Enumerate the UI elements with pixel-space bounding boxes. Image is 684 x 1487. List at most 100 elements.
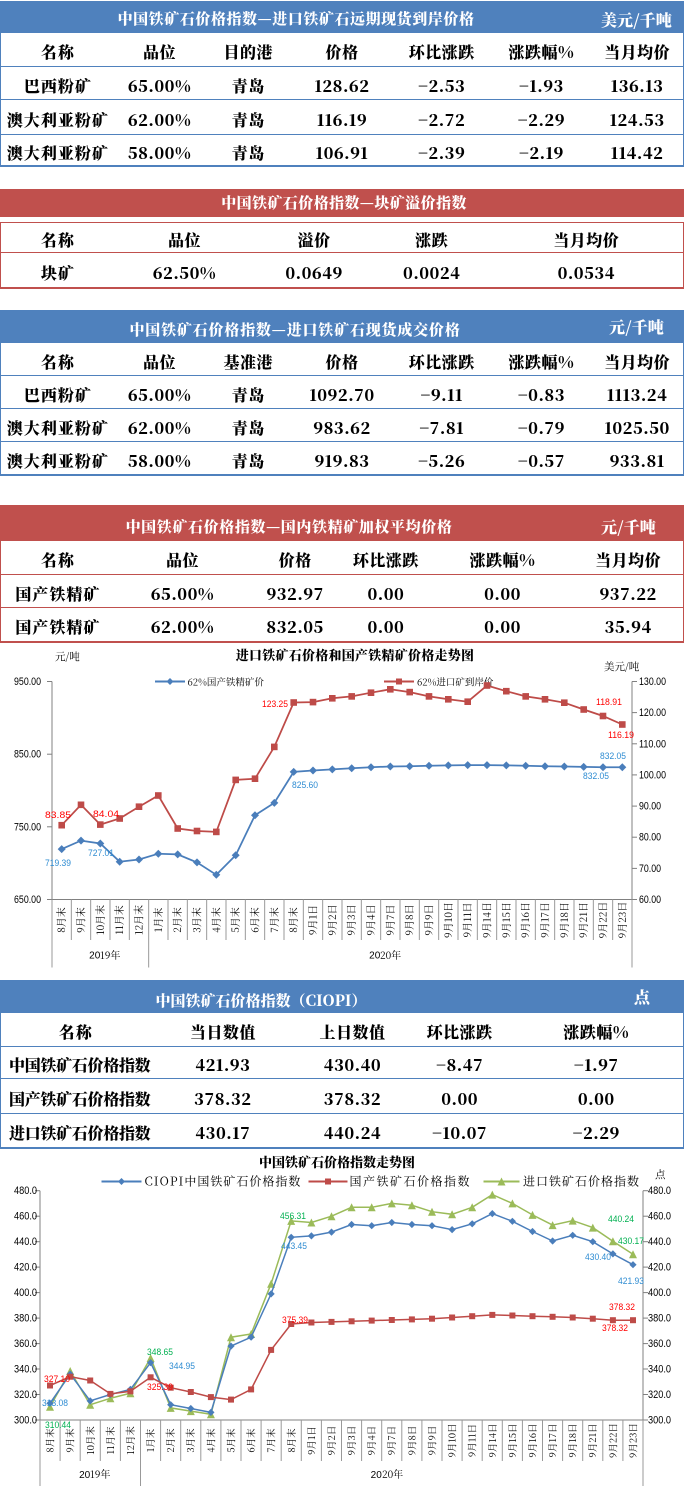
svg-text:2月末: 2月末 xyxy=(163,1428,177,1453)
svg-text:9月23日: 9月23日 xyxy=(614,902,629,939)
svg-text:650.00: 650.00 xyxy=(14,894,41,906)
svg-text:9月17日: 9月17日 xyxy=(537,902,552,938)
svg-text:116.19: 116.19 xyxy=(608,730,634,741)
svg-text:5月末: 5月末 xyxy=(224,1428,238,1453)
svg-text:2月末: 2月末 xyxy=(169,907,184,933)
svg-text:313.08: 313.08 xyxy=(42,1398,68,1409)
svg-text:832.05: 832.05 xyxy=(600,751,626,762)
svg-text:5月末: 5月末 xyxy=(227,907,242,933)
svg-text:9月18日: 9月18日 xyxy=(565,1423,579,1457)
svg-text:20: 20 xyxy=(371,1470,383,1481)
svg-text:118.91: 118.91 xyxy=(596,697,622,708)
svg-text:378.32: 378.32 xyxy=(602,1323,628,1334)
svg-text:420.0: 420.0 xyxy=(648,1262,671,1274)
svg-text:9月8日: 9月8日 xyxy=(401,904,416,935)
svg-text:点: 点 xyxy=(655,1167,666,1182)
svg-text:8月末: 8月末 xyxy=(53,907,68,933)
svg-text:20年: 20年 xyxy=(382,1466,403,1481)
svg-text:120.00: 120.00 xyxy=(639,707,666,719)
svg-text:344.95: 344.95 xyxy=(169,1361,195,1372)
svg-text:378.32: 378.32 xyxy=(609,1302,635,1313)
svg-text:10月末: 10月末 xyxy=(92,905,107,935)
svg-text:8月末: 8月末 xyxy=(284,1428,298,1453)
svg-text:320.0: 320.0 xyxy=(14,1389,37,1401)
svg-text:19年: 19年 xyxy=(100,947,120,962)
svg-text:719.39: 719.39 xyxy=(45,858,71,869)
svg-text:300.0: 300.0 xyxy=(14,1415,37,1427)
svg-text:110.00: 110.00 xyxy=(639,738,666,750)
svg-text:9月14日: 9月14日 xyxy=(485,1423,499,1457)
svg-text:440.0: 440.0 xyxy=(14,1236,37,1248)
svg-text:9月22日: 9月22日 xyxy=(605,1423,619,1458)
svg-text:9月11日: 9月11日 xyxy=(459,902,474,937)
svg-text:9月11日: 9月11日 xyxy=(465,1424,479,1457)
svg-text:9月21日: 9月21日 xyxy=(585,1423,599,1457)
svg-text:90.00: 90.00 xyxy=(639,801,661,813)
svg-text:9月1日: 9月1日 xyxy=(305,905,320,935)
svg-text:9月7日: 9月7日 xyxy=(382,904,397,935)
svg-text:9月9日: 9月9日 xyxy=(421,904,436,935)
svg-text:400.0: 400.0 xyxy=(14,1287,37,1299)
svg-text:400.0: 400.0 xyxy=(648,1287,671,1299)
svg-text:8月末: 8月末 xyxy=(285,907,300,933)
svg-text:480.0: 480.0 xyxy=(648,1185,671,1197)
svg-text:380.0: 380.0 xyxy=(648,1313,671,1325)
svg-text:340.0: 340.0 xyxy=(14,1364,37,1376)
svg-text:20年: 20年 xyxy=(380,947,401,962)
svg-text:9月2日: 9月2日 xyxy=(324,1426,338,1456)
svg-text:320.0: 320.0 xyxy=(648,1389,671,1401)
svg-text:国产铁矿石价格指数: 国产铁矿石价格指数 xyxy=(350,1173,472,1190)
svg-text:327.10: 327.10 xyxy=(44,1374,70,1385)
svg-text:9月21日: 9月21日 xyxy=(575,902,590,938)
svg-text:中国铁矿石价格指数走势图: 中国铁矿石价格指数走势图 xyxy=(259,1152,415,1171)
svg-text:3月末: 3月末 xyxy=(183,1428,197,1453)
svg-text:380.0: 380.0 xyxy=(14,1313,37,1325)
svg-text:60.00: 60.00 xyxy=(639,894,661,906)
svg-text:850.00: 850.00 xyxy=(14,749,41,761)
svg-text:9月3日: 9月3日 xyxy=(344,1426,358,1456)
svg-text:6月末: 6月末 xyxy=(244,1428,258,1453)
svg-text:12月末: 12月末 xyxy=(131,905,146,935)
svg-text:750.00: 750.00 xyxy=(14,821,41,833)
svg-text:70.00: 70.00 xyxy=(639,863,661,875)
svg-text:360.0: 360.0 xyxy=(648,1338,671,1350)
svg-text:10月末: 10月末 xyxy=(83,1426,97,1455)
svg-text:CIOPI中国铁矿石价格指数: CIOPI中国铁矿石价格指数 xyxy=(145,1173,302,1190)
svg-text:9月15日: 9月15日 xyxy=(498,902,513,938)
svg-text:84.04: 84.04 xyxy=(93,809,119,820)
svg-text:430.17: 430.17 xyxy=(618,1236,644,1247)
svg-text:460.0: 460.0 xyxy=(648,1211,671,1223)
svg-text:9月16日: 9月16日 xyxy=(525,1423,539,1457)
svg-text:460.0: 460.0 xyxy=(14,1211,37,1223)
svg-text:430.40: 430.40 xyxy=(585,1252,611,1263)
svg-text:9月末: 9月末 xyxy=(73,907,88,933)
svg-text:9月22日: 9月22日 xyxy=(595,902,610,939)
svg-text:9月7日: 9月7日 xyxy=(384,1426,398,1456)
svg-text:4月末: 4月末 xyxy=(203,1428,217,1453)
svg-text:440.24: 440.24 xyxy=(608,1214,634,1225)
svg-text:20: 20 xyxy=(89,951,101,962)
svg-text:480.0: 480.0 xyxy=(14,1185,37,1197)
svg-text:832.05: 832.05 xyxy=(583,771,609,782)
svg-text:9月1日: 9月1日 xyxy=(304,1426,318,1455)
svg-text:9月3日: 9月3日 xyxy=(343,904,358,935)
svg-text:443.45: 443.45 xyxy=(281,1241,307,1252)
svg-text:83.85: 83.85 xyxy=(45,810,71,821)
svg-text:825.60: 825.60 xyxy=(292,780,318,791)
svg-text:1月末: 1月末 xyxy=(143,1428,157,1452)
svg-text:421.93: 421.93 xyxy=(618,1276,644,1287)
svg-text:62%国产铁精矿价: 62%国产铁精矿价 xyxy=(188,675,265,689)
svg-text:310.44: 310.44 xyxy=(45,1420,71,1431)
svg-text:1月末: 1月末 xyxy=(150,908,165,933)
svg-text:123.25: 123.25 xyxy=(262,699,288,710)
svg-text:9月14日: 9月14日 xyxy=(479,902,494,938)
svg-text:130.00: 130.00 xyxy=(639,676,666,688)
svg-text:456.31: 456.31 xyxy=(280,1211,306,1222)
svg-text:9月15日: 9月15日 xyxy=(505,1423,519,1457)
svg-text:9月16日: 9月16日 xyxy=(517,902,532,938)
svg-text:360.0: 360.0 xyxy=(14,1338,37,1350)
svg-text:340.0: 340.0 xyxy=(648,1364,671,1376)
svg-text:9月8日: 9月8日 xyxy=(404,1426,418,1456)
svg-text:9月末: 9月末 xyxy=(63,1428,77,1453)
svg-text:9月17日: 9月17日 xyxy=(545,1423,559,1457)
